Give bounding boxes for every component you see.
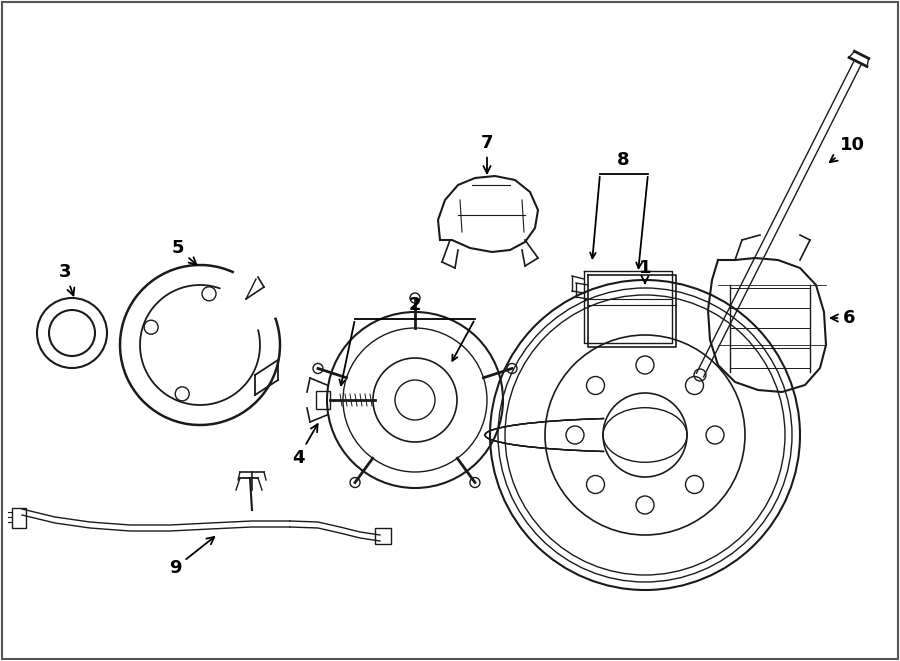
Text: 2: 2 — [409, 296, 421, 314]
Text: 7: 7 — [481, 134, 493, 173]
Text: 8: 8 — [616, 151, 629, 169]
Text: 1: 1 — [639, 259, 652, 284]
Bar — [316, 391, 330, 409]
Text: 6: 6 — [831, 309, 856, 327]
Bar — [12, 508, 26, 528]
Text: 5: 5 — [172, 239, 196, 265]
Text: 10: 10 — [830, 136, 865, 162]
Bar — [375, 528, 391, 544]
Text: 3: 3 — [58, 263, 75, 295]
Text: 9: 9 — [169, 537, 214, 577]
Text: 4: 4 — [292, 424, 318, 467]
